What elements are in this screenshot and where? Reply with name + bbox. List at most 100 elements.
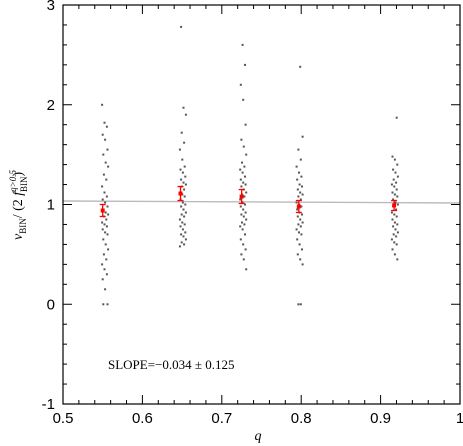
data-point bbox=[180, 178, 183, 181]
data-point bbox=[104, 211, 107, 214]
data-point bbox=[391, 218, 394, 221]
binned-means-layer bbox=[99, 185, 398, 218]
data-point bbox=[179, 225, 182, 228]
data-point bbox=[299, 198, 302, 201]
data-point bbox=[296, 238, 299, 241]
data-point bbox=[396, 195, 399, 198]
data-point bbox=[239, 225, 242, 228]
data-point bbox=[295, 201, 298, 204]
data-point bbox=[184, 175, 187, 178]
data-point bbox=[182, 235, 185, 238]
data-point bbox=[178, 245, 181, 248]
y-tick-label: 1 bbox=[47, 197, 55, 214]
data-point bbox=[105, 273, 108, 276]
data-point bbox=[107, 248, 110, 251]
data-point bbox=[241, 228, 244, 231]
data-point bbox=[180, 213, 183, 216]
data-point bbox=[241, 161, 243, 164]
data-point bbox=[107, 213, 110, 216]
data-point bbox=[184, 113, 187, 116]
data-point bbox=[393, 213, 396, 216]
data-point bbox=[301, 221, 304, 224]
data-point bbox=[104, 138, 107, 141]
y-label-divider: / (2 bbox=[11, 196, 26, 219]
y-axis-label: νBIN/ (2 fq>0.5BIN) bbox=[8, 170, 29, 240]
data-point bbox=[103, 121, 106, 124]
data-point bbox=[301, 185, 303, 188]
data-point bbox=[103, 268, 106, 271]
data-point bbox=[299, 225, 302, 228]
data-point bbox=[393, 185, 396, 188]
data-point bbox=[395, 188, 398, 191]
data-point bbox=[392, 178, 395, 181]
data-point bbox=[396, 203, 399, 206]
data-point bbox=[299, 258, 302, 261]
data-points-layer bbox=[101, 25, 399, 306]
data-point bbox=[244, 211, 247, 214]
data-point bbox=[101, 221, 104, 224]
data-point bbox=[101, 103, 104, 106]
y-tick-label: -1 bbox=[42, 396, 55, 413]
data-point bbox=[239, 205, 242, 208]
tick-labels-layer: 0.5 0.6 0.7 0.8 0.9 1 -1 0 1 2 3 bbox=[42, 0, 463, 427]
data-point bbox=[102, 153, 105, 156]
data-point bbox=[299, 65, 302, 68]
data-point bbox=[183, 223, 186, 226]
data-point bbox=[184, 231, 187, 234]
data-point bbox=[295, 228, 298, 231]
data-point bbox=[184, 238, 187, 241]
data-point bbox=[295, 165, 298, 168]
data-point bbox=[103, 191, 106, 194]
data-point bbox=[244, 175, 246, 178]
data-point bbox=[245, 191, 248, 194]
data-point bbox=[240, 185, 243, 188]
data-point bbox=[392, 198, 395, 201]
data-point bbox=[239, 83, 242, 86]
data-point bbox=[183, 215, 186, 218]
data-point bbox=[181, 228, 184, 231]
data-point bbox=[394, 201, 397, 204]
data-point bbox=[181, 158, 184, 161]
y-tick-label: 3 bbox=[47, 0, 55, 14]
data-point bbox=[180, 205, 183, 208]
data-point bbox=[297, 148, 300, 151]
x-tick-label: 0.8 bbox=[291, 410, 312, 427]
data-point bbox=[301, 263, 304, 266]
data-point bbox=[296, 178, 299, 181]
data-point bbox=[391, 155, 394, 158]
data-point bbox=[298, 183, 301, 186]
data-point bbox=[244, 248, 247, 251]
data-point bbox=[181, 171, 184, 174]
data-point bbox=[296, 215, 299, 218]
data-point bbox=[296, 208, 299, 211]
data-point bbox=[184, 203, 187, 206]
data-point bbox=[297, 195, 300, 198]
data-point bbox=[105, 258, 108, 261]
data-point bbox=[394, 171, 397, 174]
data-point bbox=[244, 233, 246, 236]
data-point bbox=[183, 243, 186, 246]
data-point bbox=[394, 228, 397, 231]
data-point bbox=[103, 223, 106, 226]
axis-ticks-layer bbox=[62, 4, 461, 405]
data-point bbox=[242, 181, 245, 184]
data-point bbox=[300, 175, 303, 178]
data-point bbox=[242, 258, 245, 261]
data-point bbox=[178, 148, 181, 151]
data-point bbox=[101, 133, 104, 136]
data-point bbox=[105, 225, 108, 228]
data-point bbox=[301, 213, 303, 216]
data-point bbox=[183, 165, 186, 168]
data-point bbox=[105, 195, 108, 198]
data-point bbox=[245, 153, 248, 156]
data-point bbox=[101, 263, 104, 266]
data-point bbox=[297, 303, 300, 306]
data-point bbox=[183, 195, 186, 198]
y-label-close: ) bbox=[11, 172, 26, 177]
slope-annotation: SLOPE=−0.034 ± 0.125 bbox=[108, 357, 235, 372]
data-point bbox=[239, 198, 242, 201]
data-point bbox=[180, 241, 183, 244]
x-tick-label: 0.5 bbox=[53, 410, 74, 427]
data-point bbox=[392, 233, 395, 236]
data-point bbox=[296, 253, 299, 256]
